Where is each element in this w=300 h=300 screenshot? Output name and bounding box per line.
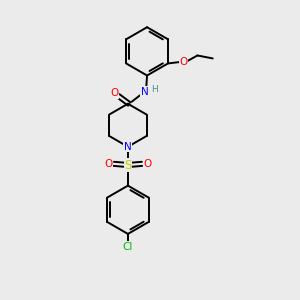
Text: H: H (151, 85, 158, 94)
Text: Cl: Cl (123, 242, 133, 252)
Text: N: N (141, 87, 148, 97)
Text: N: N (124, 142, 132, 152)
Text: O: O (143, 159, 152, 169)
Text: O: O (110, 88, 119, 98)
Text: O: O (104, 159, 112, 169)
Text: S: S (124, 158, 132, 172)
Text: O: O (179, 57, 188, 67)
